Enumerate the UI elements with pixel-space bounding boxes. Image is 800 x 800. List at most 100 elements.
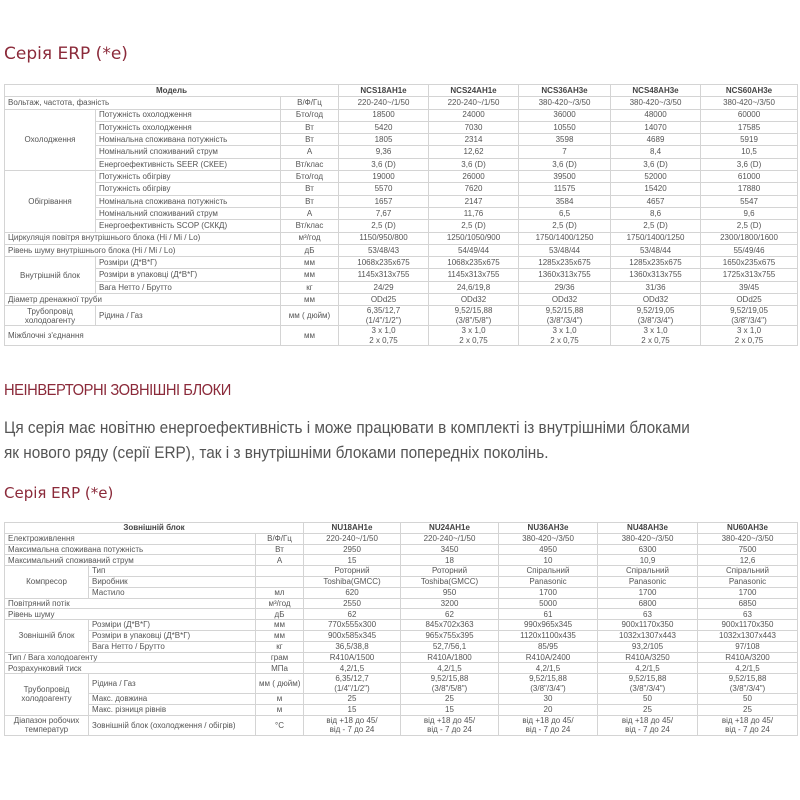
cell-value: 19000 — [338, 170, 430, 184]
parameter-label: Міжблочні з'єднання — [4, 325, 281, 347]
indoor-units-spec-table: Модель NCS18AH1e NCS24AH1e NCS36AH3e NCS48AH… — [3, 83, 799, 347]
cell-value: 380-420~/3/50 — [697, 532, 798, 545]
cell-value: 15 — [303, 554, 401, 567]
cell-value: 1805 — [338, 133, 430, 147]
cell-value: 36,5/38,8 — [303, 640, 401, 653]
table-row: Трубопровід холодоагенту Рідина / Газ мм (… — [4, 673, 798, 716]
row-group-label: Внутрішній блок — [4, 256, 96, 295]
cell-value: 12,6 — [697, 554, 798, 567]
cell-value: 1360x313x755 — [518, 268, 612, 282]
cell-value: 900x1170x350 — [697, 619, 798, 631]
cell-value: 220-240~/1/50 — [428, 96, 520, 110]
cell-value: 2,5 (D) — [610, 219, 702, 233]
cell-value: 9,52/19,05 (3/8"/3/4") — [610, 305, 702, 327]
cell-value: Спіральний — [697, 565, 798, 577]
table-row: Обігрівання Потужність обігріву Бто/год 190… — [4, 170, 799, 233]
table-row: Розміри в упаковці (Д*В*Г) мм 1145x313x755… — [5, 268, 799, 282]
cell-value: 3,6 (D) — [428, 157, 520, 172]
cell-value: 30 — [498, 693, 598, 705]
cell-value: 220-240~/1/50 — [338, 96, 430, 110]
model-name: NU18AH1e — [303, 522, 401, 534]
cell-value: від +18 до 45/від - 7 до 24 — [303, 714, 401, 736]
cell-value: 17880 — [700, 182, 799, 196]
cell-value: 1700 — [498, 586, 598, 599]
cell-value: 5000 — [498, 597, 598, 610]
table-row: Вольтаж, частота, фазність В/Ф/Гц 220-240~… — [4, 96, 799, 110]
unit-label: МПа — [255, 662, 304, 675]
model-name: NCS24AH1e — [428, 83, 520, 98]
unit-label: Вт — [255, 543, 304, 556]
section-heading: НЕІНВЕРТОРНІ ЗОВНІШНІ БЛОКИ — [4, 382, 231, 399]
cell-value: 7030 — [428, 120, 520, 135]
unit-label: А — [279, 145, 340, 159]
parameter-label: Енергоефективність SEER (СКЕЕ) — [95, 157, 281, 172]
cell-value: Спіральний — [597, 565, 698, 577]
cell-value: 25 — [400, 693, 499, 705]
parameter-label: Потужність охолодження — [95, 120, 281, 135]
unit-label: °C — [255, 714, 304, 736]
cell-value: 10550 — [518, 120, 612, 135]
cell-value: 1250/1050/900 — [428, 231, 520, 245]
cell-value: 31/36 — [610, 280, 702, 295]
parameter-label: Розрахунковий тиск — [4, 662, 256, 675]
cell-value: від +18 до 45/від - 7 до 24 — [400, 714, 499, 736]
cell-value: 5919 — [700, 133, 799, 147]
unit-label: мм — [255, 619, 304, 631]
cell-value: 2,5 (D) — [428, 219, 520, 233]
parameter-label: Рідина / Газ — [88, 673, 256, 695]
cell-value: 1725x313x755 — [700, 268, 799, 282]
parameter-label: Вага Нетто / Брутто — [88, 640, 256, 653]
cell-value: 3450 — [400, 543, 499, 556]
cell-value: 3,6 (D) — [518, 157, 612, 172]
cell-value: ODd32 — [428, 293, 520, 307]
cell-value: 1145x313x755 — [428, 268, 520, 282]
parameter-label: Розміри в упаковці (Д*В*Г) — [95, 268, 281, 282]
cell-value: 965x755x395 — [400, 629, 499, 642]
table-row: Потужність обігріву Вт 5570 7620 11575 15420 1… — [5, 182, 799, 196]
cell-value: Toshiba(GMCC) — [400, 575, 499, 588]
header-label: Зовнішній блок — [4, 522, 304, 534]
cell-value: R410A/3250 — [597, 651, 698, 664]
cell-value: 6,5 — [518, 206, 612, 221]
cell-value: 63 — [697, 608, 798, 621]
cell-value: 24/29 — [338, 280, 430, 295]
unit-label: В/Ф/Гц — [279, 96, 340, 110]
cell-value: 4689 — [610, 133, 702, 147]
unit-label: А — [279, 206, 340, 221]
cell-value: 4,2/1,5 — [303, 662, 401, 675]
row-group-label: Зовнішній блок — [4, 619, 89, 653]
cell-value: 900x585x345 — [303, 629, 401, 642]
parameter-label: Зовнішній блок (охолодження / обігрів) — [88, 714, 256, 736]
table-row: Діаметр дренажної труби мм ODd25 ODd32 ODd32… — [4, 293, 799, 307]
table-row: Номінальний споживаний струм А 9,36 12,62 7 8… — [5, 145, 799, 159]
cell-value: 1700 — [597, 586, 698, 599]
cell-value: 845x702x363 — [400, 619, 499, 631]
cell-value: 50 — [597, 693, 698, 705]
cell-value: 6300 — [597, 543, 698, 556]
table-row: Мастило мл 620 950 1700 1700 1700 — [5, 586, 798, 599]
cell-value: 48000 — [610, 108, 702, 122]
cell-value: 1145x313x755 — [338, 268, 430, 282]
parameter-label: Розміри (Д*В*Г) — [88, 619, 256, 631]
unit-label: Бто/год — [279, 108, 340, 122]
row-group-label: Компресор — [4, 565, 89, 599]
cell-value: 5570 — [338, 182, 430, 196]
cell-value: 6800 — [597, 597, 698, 610]
parameter-label: Рівень шуму — [4, 608, 256, 621]
cell-value: ODd32 — [610, 293, 702, 307]
cell-value: 220-240~/1/50 — [303, 532, 401, 545]
parameter-label: Вага Нетто / Брутто — [95, 280, 281, 295]
cell-value: 1700 — [697, 586, 798, 599]
table-row: Рівень шуму внутрішнього блока (Hi / Mi … — [4, 243, 799, 258]
cell-value: 950 — [400, 586, 499, 599]
parameter-label: Розміри в упаковці (Д*В*Г) — [88, 629, 256, 642]
cell-value: 1032x1307x443 — [697, 629, 798, 642]
cell-value: 1650x235x675 — [700, 256, 799, 270]
cell-value: 29/36 — [518, 280, 612, 295]
cell-value: 15420 — [610, 182, 702, 196]
cell-value: 18 — [400, 554, 499, 567]
cell-value: 380-420~/3/50 — [597, 532, 698, 545]
cell-value: 63 — [597, 608, 698, 621]
table-row: Міжблочні з'єднання мм 3 x 1,0 2 x 0,75 3 x … — [4, 325, 799, 347]
parameter-label: Виробник — [88, 575, 256, 588]
